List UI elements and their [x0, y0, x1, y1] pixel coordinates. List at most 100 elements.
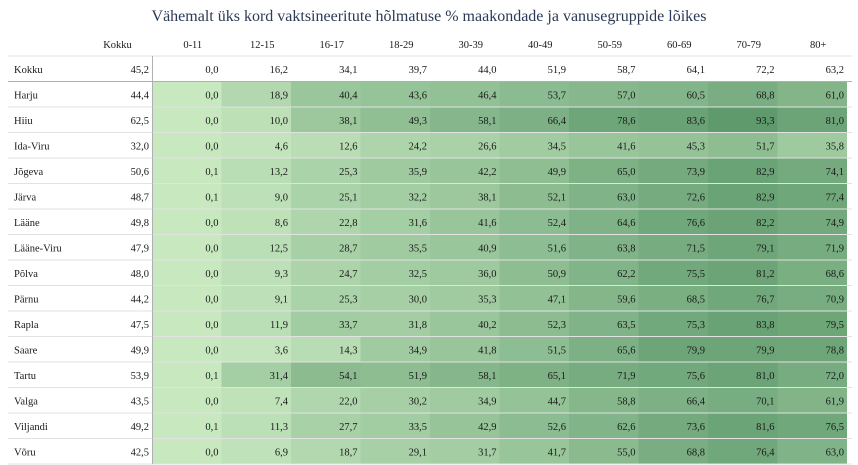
cell-value: 75,6 — [687, 371, 705, 382]
cell-value: 0,1 — [205, 422, 218, 433]
cell-value: 7,4 — [275, 396, 289, 407]
cell-value: 34,9 — [409, 345, 427, 356]
cell-value: 12,6 — [339, 141, 357, 152]
heatmap-cell — [708, 388, 778, 413]
cell-value: 72,0 — [826, 371, 844, 382]
heatmap-cell — [499, 439, 569, 464]
heatmap-cell — [221, 107, 291, 133]
heatmap-cell — [638, 311, 708, 337]
heatmap-cell — [777, 439, 847, 464]
heatmap-cell — [638, 260, 708, 286]
cell-value: 44,2 — [131, 294, 149, 305]
heatmap-cell — [777, 184, 847, 209]
heatmap-cell — [499, 235, 569, 260]
heatmap-cell — [360, 362, 430, 388]
heatmap-cell — [777, 209, 847, 235]
heatmap-cell — [499, 133, 569, 158]
cell-value: 58,8 — [617, 396, 635, 407]
heatmap-cell — [430, 107, 500, 133]
heatmap-cell — [291, 184, 361, 209]
cell-value: 0,0 — [205, 447, 218, 458]
heatmap-cell — [638, 413, 708, 439]
cell-value: 61,9 — [826, 396, 844, 407]
heatmap-cell — [499, 286, 569, 311]
heatmap-cell — [708, 209, 778, 235]
cell-value: 40,9 — [478, 243, 496, 254]
cell-value: 68,8 — [687, 447, 705, 458]
heatmap-cell — [638, 82, 708, 107]
cell-value: 76,6 — [687, 218, 705, 229]
row-label: Pärnu — [14, 294, 39, 305]
column-header: 60-69 — [667, 40, 692, 51]
cell-value: 11,3 — [270, 422, 288, 433]
cell-value: 74,9 — [826, 218, 844, 229]
row-label: Tartu — [14, 371, 37, 382]
heatmap-cell — [152, 413, 222, 439]
row-label: Harju — [14, 90, 39, 101]
cell-value: 36,0 — [478, 269, 496, 280]
cell-value: 52,1 — [548, 192, 566, 203]
cell-value: 58,7 — [617, 65, 635, 76]
cell-value: 13,2 — [270, 167, 288, 178]
heatmap-cell — [291, 133, 361, 158]
heatmap-cell — [152, 184, 222, 209]
row-label: Võru — [14, 447, 36, 458]
cell-value: 41,6 — [617, 141, 635, 152]
cell-value: 63,0 — [617, 192, 635, 203]
heatmap-cell — [291, 235, 361, 260]
heatmap-cell — [430, 286, 500, 311]
cell-value: 32,2 — [409, 192, 427, 203]
row-label: Põlva — [14, 269, 38, 280]
heatmap-cell — [360, 82, 430, 107]
cell-value: 72,6 — [687, 192, 705, 203]
heatmap-cell — [499, 82, 569, 107]
cell-value: 31,8 — [409, 320, 427, 331]
heatmap-cell — [777, 260, 847, 286]
cell-value: 24,7 — [339, 269, 357, 280]
heatmap-cell — [291, 439, 361, 464]
cell-value: 31,6 — [409, 218, 427, 229]
cell-value: 0,1 — [205, 371, 218, 382]
cell-value: 49,2 — [131, 422, 149, 433]
cell-value: 65,0 — [617, 167, 635, 178]
cell-value: 43,6 — [409, 90, 427, 101]
cell-value: 35,9 — [409, 167, 427, 178]
cell-value: 68,5 — [687, 294, 705, 305]
cell-value: 71,5 — [687, 243, 705, 254]
heatmap-cell — [152, 209, 222, 235]
heatmap-cell — [430, 209, 500, 235]
cell-value: 49,3 — [409, 116, 427, 127]
cell-value: 62,5 — [131, 116, 149, 127]
heatmap-cell — [499, 209, 569, 235]
cell-value: 64,1 — [687, 65, 705, 76]
heatmap-cell — [569, 337, 639, 362]
cell-value: 0,0 — [205, 294, 218, 305]
cell-value: 57,0 — [617, 90, 635, 101]
cell-value: 51,5 — [548, 345, 566, 356]
cell-value: 62,6 — [617, 422, 635, 433]
heatmap-cell — [708, 107, 778, 133]
heatmap-cell — [777, 286, 847, 311]
cell-value: 32,5 — [409, 269, 427, 280]
cell-value: 63,5 — [617, 320, 635, 331]
heatmap-cell — [152, 107, 222, 133]
cell-value: 51,7 — [756, 141, 774, 152]
column-header: 18-29 — [389, 40, 414, 51]
heatmap-cell — [291, 286, 361, 311]
cell-value: 70,9 — [826, 294, 844, 305]
cell-value: 79,1 — [756, 243, 774, 254]
heatmap-cell — [360, 311, 430, 337]
heatmap-cell — [708, 133, 778, 158]
heatmap-cell — [777, 362, 847, 388]
cell-value: 93,3 — [756, 116, 774, 127]
heatmap-cell — [221, 260, 291, 286]
heatmap-cell — [499, 158, 569, 184]
cell-value: 18,7 — [339, 447, 357, 458]
heatmap-cell — [291, 158, 361, 184]
heatmap-cell — [360, 158, 430, 184]
cell-value: 82,9 — [756, 192, 774, 203]
heatmap-cell — [221, 235, 291, 260]
cell-value: 63,8 — [617, 243, 635, 254]
cell-value: 0,0 — [205, 141, 218, 152]
